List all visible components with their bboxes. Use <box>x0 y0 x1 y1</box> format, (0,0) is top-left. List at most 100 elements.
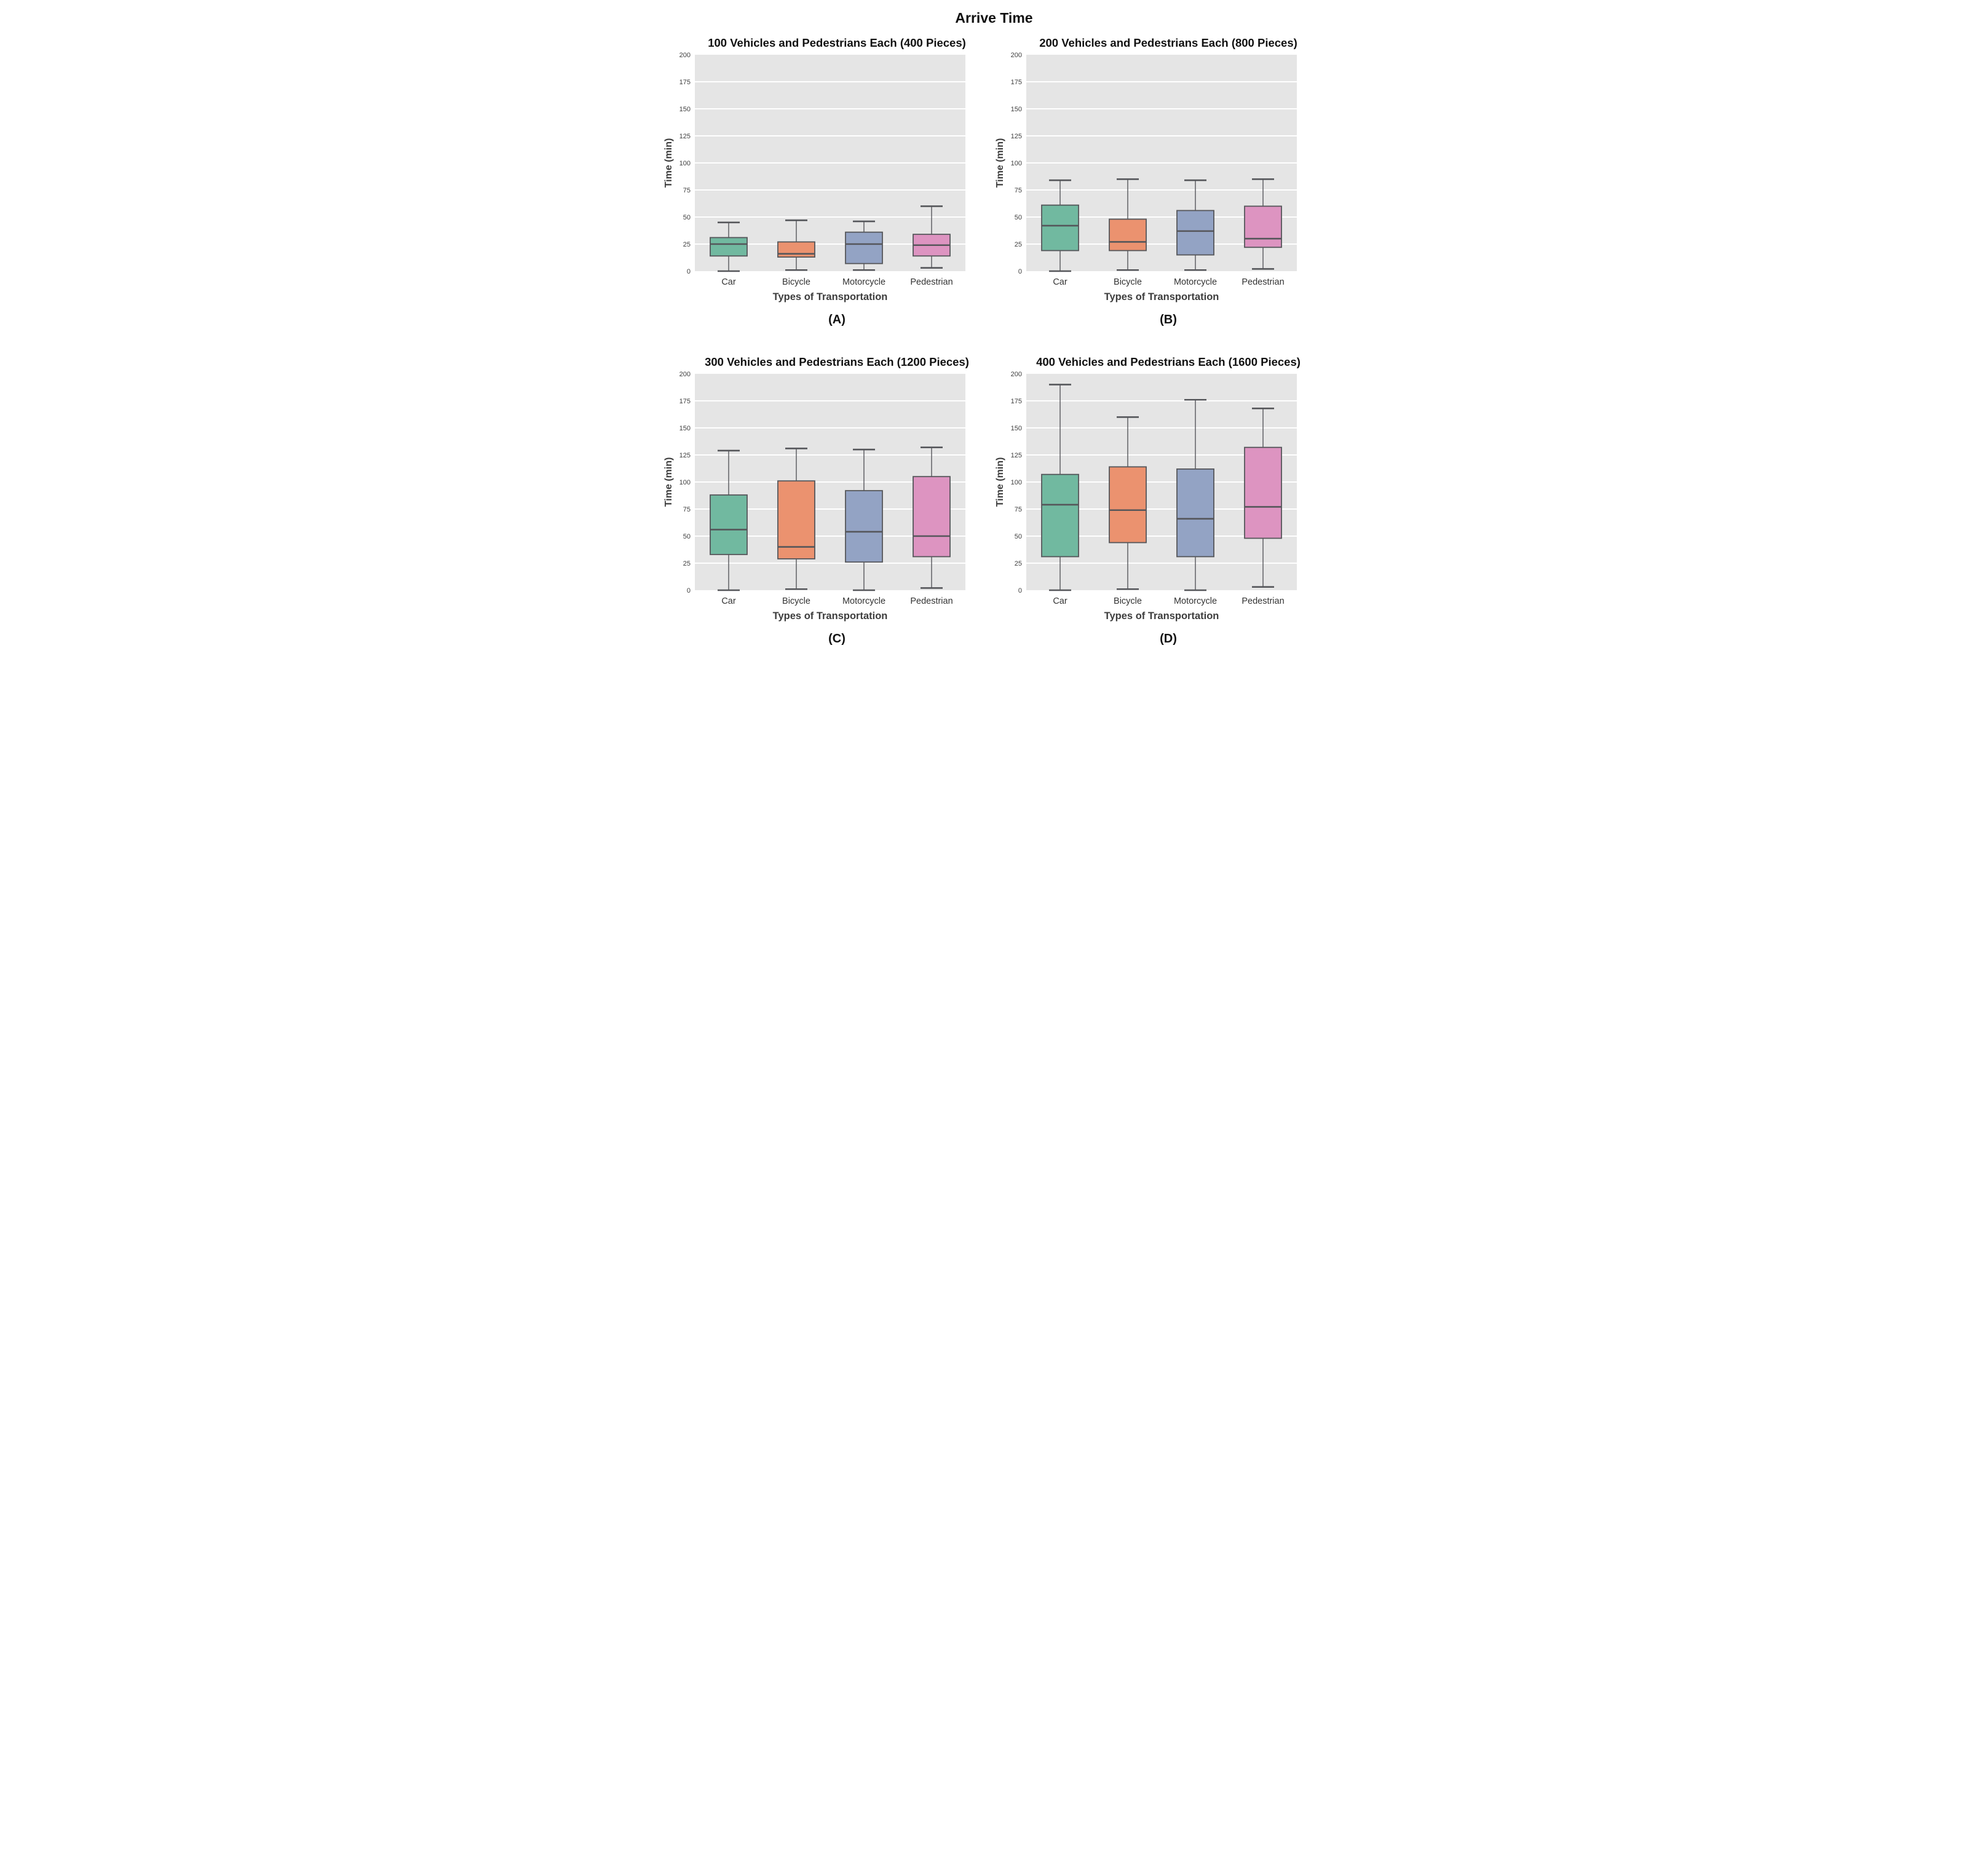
x-tick-label: Car <box>1053 596 1067 606</box>
y-tick-label: 125 <box>679 133 690 140</box>
box-group-pedestrian <box>1243 408 1282 588</box>
y-tick-label: 0 <box>686 587 690 595</box>
y-tick-label: 125 <box>1010 452 1021 459</box>
x-tick-label: Motorcycle <box>1173 596 1216 606</box>
y-tick-label: 75 <box>1014 506 1021 513</box>
box-rect <box>1243 205 1282 248</box>
y-tick-label: 0 <box>1018 268 1021 275</box>
box-group-car <box>1040 384 1079 591</box>
x-tick-label: Pedestrian <box>1242 277 1284 287</box>
box-rect <box>709 494 748 555</box>
y-tick-label: 125 <box>679 452 690 459</box>
panel-letter: (C) <box>828 632 845 646</box>
y-tick-label: 0 <box>686 268 690 275</box>
box-rect <box>777 480 815 559</box>
y-tick-label: 50 <box>1014 533 1021 540</box>
boxplot-canvas: 0 25 50 75 100 125 150 175 200 Time (min) Car Bicyc… <box>995 52 1297 302</box>
box-rect <box>1040 473 1079 558</box>
y-tick-label: 175 <box>1010 79 1021 86</box>
y-tick-label: 100 <box>1010 160 1021 167</box>
box-group-motorcycle <box>844 448 883 591</box>
x-tick-label: Bicycle <box>1114 596 1142 606</box>
y-tick-label: 75 <box>683 187 690 194</box>
box-rect <box>1108 218 1147 251</box>
x-tick-label: Bicycle <box>1114 277 1142 287</box>
x-tick-label: Car <box>721 277 736 287</box>
x-axis-label: Types of Transportation <box>772 610 887 622</box>
page-title: Arrive Time <box>955 10 1033 26</box>
y-axis-label: Time (min) <box>663 457 674 507</box>
box-rect <box>1040 204 1079 251</box>
y-tick-label: 200 <box>679 52 690 59</box>
box-rect <box>1176 210 1214 256</box>
subplot-panel: 400 Vehicles and Pedestrians Each (1600 … <box>994 355 1311 646</box>
subplot-panel: 200 Vehicles and Pedestrians Each (800 P… <box>994 36 1311 327</box>
box-group-pedestrian <box>912 446 951 589</box>
y-tick-label: 100 <box>679 160 690 167</box>
y-tick-label: 100 <box>679 479 690 486</box>
box-rect <box>709 237 748 257</box>
box-group-car <box>1040 179 1079 272</box>
panel-letter: (D) <box>1160 632 1177 646</box>
y-tick-label: 25 <box>683 560 690 567</box>
subplot-title: 100 Vehicles and Pedestrians Each (400 P… <box>708 36 966 49</box>
box-rect <box>912 476 951 558</box>
x-tick-label: Bicycle <box>782 277 810 287</box>
y-tick-label: 200 <box>1010 52 1021 59</box>
subplot-title: 400 Vehicles and Pedestrians Each (1600 … <box>1036 355 1301 368</box>
y-tick-label: 50 <box>683 214 690 221</box>
boxplot-canvas: 0 25 50 75 100 125 150 175 200 Time (min) Car Bicyc… <box>663 52 965 302</box>
boxplot-canvas: 0 25 50 75 100 125 150 175 200 Time (min) Car Bicyc… <box>663 371 965 622</box>
y-tick-label: 25 <box>1014 241 1021 248</box>
y-tick-label: 175 <box>679 398 690 405</box>
x-tick-label: Motorcycle <box>842 277 885 287</box>
y-tick-label: 175 <box>679 79 690 86</box>
subplot-panel: 100 Vehicles and Pedestrians Each (400 P… <box>663 36 980 327</box>
x-axis-label: Types of Transportation <box>1104 291 1219 302</box>
panel-letter: (A) <box>828 313 845 326</box>
box-group-motorcycle <box>844 220 883 271</box>
y-axis-label: Time (min) <box>995 457 1005 507</box>
box-group-motorcycle <box>1176 179 1214 271</box>
y-tick-label: 200 <box>679 371 690 378</box>
box-rect <box>844 490 883 563</box>
x-axis-label: Types of Transportation <box>772 291 887 302</box>
y-tick-label: 25 <box>683 241 690 248</box>
y-tick-label: 175 <box>1010 398 1021 405</box>
subplot-panel: 300 Vehicles and Pedestrians Each (1200 … <box>663 355 980 646</box>
x-tick-label: Pedestrian <box>910 596 952 606</box>
x-tick-label: Bicycle <box>782 596 810 606</box>
x-tick-label: Motorcycle <box>842 596 885 606</box>
box-rect <box>1243 446 1282 539</box>
panels-grid: 100 Vehicles and Pedestrians Each (400 P… <box>663 36 1326 646</box>
y-axis-label: Time (min) <box>995 138 1005 188</box>
y-tick-label: 0 <box>1018 587 1021 595</box>
figure: Arrive Time 100 Vehicles and Pedestrians… <box>663 0 1326 646</box>
x-tick-label: Pedestrian <box>1242 596 1284 606</box>
x-tick-label: Pedestrian <box>910 277 952 287</box>
y-axis-label: Time (min) <box>663 138 674 188</box>
y-tick-label: 50 <box>683 533 690 540</box>
panel-letter: (B) <box>1160 313 1177 326</box>
box-group-bicycle <box>1108 178 1147 271</box>
x-tick-label: Motorcycle <box>1173 277 1216 287</box>
subplot-title: 200 Vehicles and Pedestrians Each (800 P… <box>1039 36 1297 49</box>
y-tick-label: 150 <box>679 425 690 432</box>
box-group-bicycle <box>777 448 815 590</box>
x-tick-label: Car <box>721 596 736 606</box>
box-group-bicycle <box>1108 416 1147 590</box>
box-group-car <box>709 221 748 272</box>
box-group-bicycle <box>777 219 815 271</box>
x-axis-label: Types of Transportation <box>1104 610 1219 622</box>
y-tick-label: 25 <box>1014 560 1021 567</box>
box-rect <box>777 241 815 258</box>
y-tick-label: 75 <box>1014 187 1021 194</box>
y-tick-label: 50 <box>1014 214 1021 221</box>
y-tick-label: 150 <box>1010 106 1021 113</box>
y-tick-label: 75 <box>683 506 690 513</box>
subplot-title: 300 Vehicles and Pedestrians Each (1200 … <box>705 355 969 368</box>
box-group-motorcycle <box>1176 398 1214 591</box>
box-rect <box>844 231 883 264</box>
boxplot-canvas: 0 25 50 75 100 125 150 175 200 Time (min) Car Bicyc… <box>995 371 1297 622</box>
box-rect <box>1108 466 1147 543</box>
